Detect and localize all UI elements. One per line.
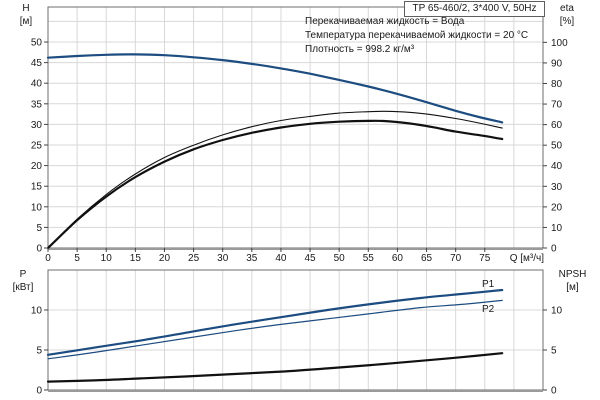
- tick-label-x: 40: [275, 253, 287, 264]
- eta-axis-label: eta [%]: [548, 2, 586, 28]
- q-axis-label: Q [м³/ч]: [509, 253, 544, 264]
- tick-label-right: 70: [551, 100, 563, 111]
- curve-H: [46, 53, 504, 124]
- npsh-axis-title: NPSH: [558, 269, 587, 280]
- tick-label-x: 55: [363, 253, 375, 264]
- tick-label-left: 5: [36, 346, 42, 357]
- tick-label-right: 60: [551, 120, 563, 131]
- liquid-line: Перекачиваемая жидкость = Вода: [305, 16, 465, 27]
- tick-label-x: 45: [304, 253, 316, 264]
- tick-label-right: 10: [551, 306, 563, 317]
- tick-label-left: 35: [31, 99, 43, 110]
- tick-label-left: 25: [31, 141, 43, 152]
- tick-label-right: 5: [551, 346, 557, 357]
- plot-border: [47, 269, 544, 391]
- tick-label-x: 10: [101, 253, 113, 264]
- h-axis-title: H: [22, 3, 30, 14]
- tick-label-x: 50: [334, 253, 346, 264]
- tick-label-left: 5: [36, 223, 42, 234]
- tick-label-x: 60: [392, 253, 404, 264]
- tick-label-left: 0: [36, 244, 42, 255]
- tick-label-x: 20: [159, 253, 171, 264]
- tick-label-x: 35: [246, 253, 258, 264]
- npsh-axis-unit: [м]: [566, 282, 579, 293]
- tick-label-right: 100: [551, 38, 568, 49]
- tick-label-left: 10: [31, 202, 43, 213]
- tick-label-right: 90: [551, 58, 563, 69]
- curve-eta-thick: [46, 119, 504, 250]
- density-line: Плотность = 998.2 кг/м³: [305, 44, 415, 55]
- curve-eta-thin: [47, 110, 503, 249]
- tick-label-right: 0: [551, 244, 557, 255]
- tick-label-x: 5: [74, 253, 80, 264]
- curve-NPSH: [46, 352, 504, 383]
- curve-P1: [46, 288, 504, 356]
- tick-label-right: 50: [551, 141, 563, 152]
- tick-label-right: 80: [551, 79, 563, 90]
- tick-label-x: 30: [217, 253, 229, 264]
- npsh-axis-label: NPSH [м]: [550, 268, 595, 294]
- tick-label-x: 75: [479, 253, 491, 264]
- tick-label-x: 70: [450, 253, 462, 264]
- tick-label-left: 30: [31, 120, 43, 131]
- tick-label-right: 30: [551, 182, 563, 193]
- h-axis-unit: [м]: [19, 16, 33, 27]
- eta-axis-title: eta: [560, 3, 574, 14]
- tick-label-left: 20: [31, 161, 43, 172]
- tick-label-x: 0: [45, 253, 51, 264]
- tick-label-x: 65: [421, 253, 433, 264]
- h-axis-label: H [м]: [10, 2, 42, 28]
- tick-label-right: 40: [551, 161, 563, 172]
- p-axis-label: P [кВт]: [4, 268, 42, 294]
- tick-label-left: 0: [36, 386, 42, 397]
- p1-curve-label: P1: [482, 279, 495, 290]
- tick-label-left: 40: [31, 79, 43, 90]
- tick-label-right: 20: [551, 202, 563, 213]
- tick-label-left: 50: [31, 38, 43, 49]
- tick-label-left: 10: [31, 306, 43, 317]
- tick-label-left: 15: [31, 182, 43, 193]
- p-axis-unit: [кВт]: [12, 282, 34, 293]
- p-axis-title: P: [19, 269, 27, 280]
- tick-label-left: 45: [31, 58, 43, 69]
- tick-label-right: 10: [551, 223, 563, 234]
- tick-label-right: 0: [551, 386, 557, 397]
- curve-P2: [47, 299, 503, 360]
- temperature-line: Температура перекачиваемой жидкости = 20…: [305, 30, 529, 41]
- liquid-info: Перекачиваемая жидкость = Вода Температу…: [305, 15, 528, 57]
- tick-label-x: 25: [188, 253, 200, 264]
- pump-title-box: TP 65-460/2, 3*400 V, 50Hz: [404, 1, 545, 17]
- p2-curve-label: P2: [482, 304, 495, 315]
- tick-label-x: 15: [130, 253, 142, 264]
- eta-axis-unit: [%]: [559, 16, 575, 27]
